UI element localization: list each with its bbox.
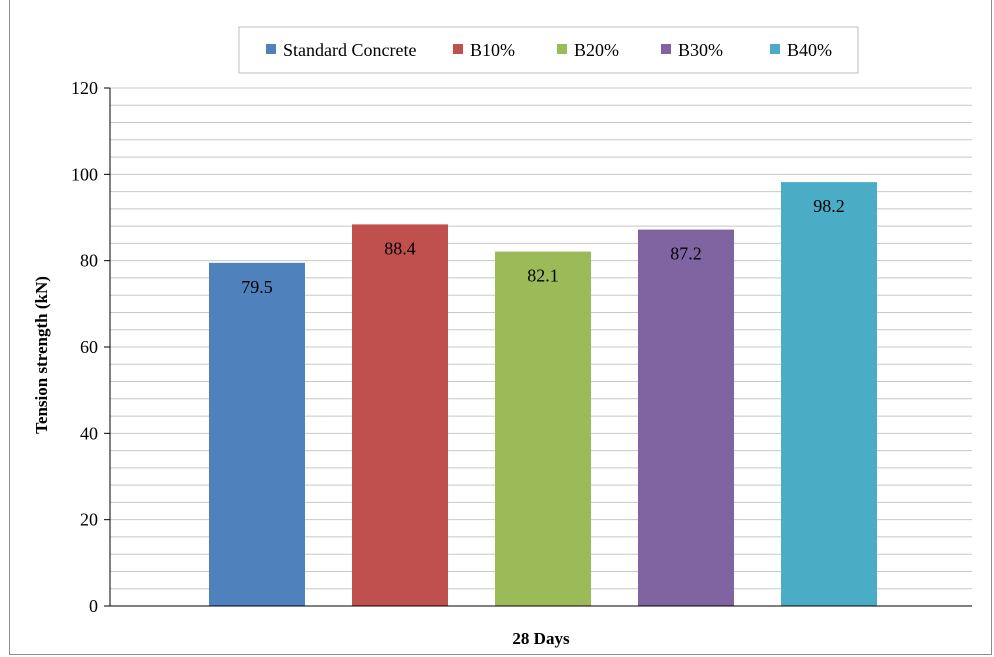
y-tick-label: 120 bbox=[71, 78, 98, 98]
bar-b20 bbox=[495, 251, 591, 606]
bars bbox=[209, 182, 877, 606]
bar-b40 bbox=[781, 182, 877, 606]
y-tick-label: 0 bbox=[89, 596, 98, 616]
legend: Standard Concrete B10% B20% B30% B40% bbox=[238, 26, 859, 74]
data-label: 88.4 bbox=[384, 238, 416, 258]
y-axis-title: Tension strength (kN) bbox=[32, 276, 51, 434]
y-tick-labels: 0 20 40 60 80 100 120 bbox=[71, 78, 98, 616]
y-tick-label: 40 bbox=[80, 423, 98, 443]
y-tick-label: 100 bbox=[71, 164, 98, 184]
y-tick-label: 20 bbox=[80, 510, 98, 530]
legend-box bbox=[238, 26, 859, 74]
legend-swatch bbox=[557, 44, 567, 54]
legend-label: B30% bbox=[678, 40, 723, 60]
bar-standard-concrete bbox=[209, 262, 305, 606]
bar-b30 bbox=[638, 229, 734, 606]
y-tick-label: 60 bbox=[80, 337, 98, 357]
legend-swatch bbox=[661, 44, 671, 54]
legend-swatch bbox=[770, 44, 780, 54]
legend-swatch bbox=[266, 44, 276, 54]
axes bbox=[104, 87, 972, 607]
data-label: 79.5 bbox=[241, 277, 273, 297]
legend-label: B20% bbox=[574, 40, 619, 60]
legend-label: B10% bbox=[470, 40, 515, 60]
legend-label: B40% bbox=[787, 40, 832, 60]
data-label: 82.1 bbox=[527, 266, 559, 286]
y-tick-label: 80 bbox=[80, 251, 98, 271]
legend-swatch bbox=[453, 44, 463, 54]
x-axis-title: 28 Days bbox=[512, 629, 570, 648]
data-label: 87.2 bbox=[670, 244, 702, 264]
data-label: 98.2 bbox=[813, 196, 845, 216]
bar-b10 bbox=[352, 224, 448, 606]
data-labels: 79.5 88.4 82.1 87.2 98.2 bbox=[241, 196, 845, 297]
legend-label: Standard Concrete bbox=[283, 40, 416, 60]
